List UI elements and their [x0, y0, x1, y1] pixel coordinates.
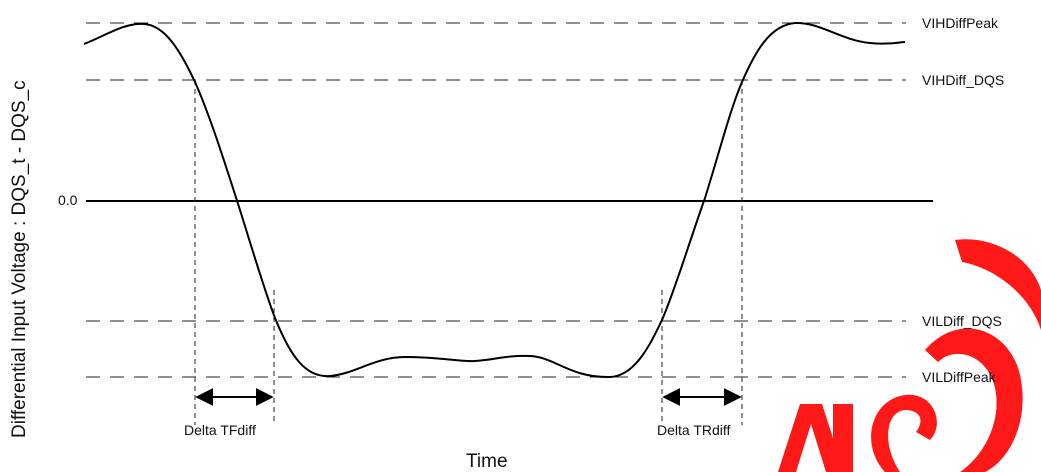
y-axis-label: Differential Input Voltage : DQS_t - DQS…	[9, 80, 30, 438]
differential-waveform	[83, 21, 906, 379]
x-axis-label: Time	[466, 451, 508, 472]
watermark-graphic	[778, 239, 1041, 472]
delta-tf-label: Delta TFdiff	[184, 422, 256, 438]
vih-peak-label: VIHDiffPeak	[922, 15, 999, 31]
vil-dqs-label: VILDiff_DQS	[922, 313, 1002, 329]
zero-label: 0.0	[58, 192, 78, 208]
delta-tr-label: Delta TRdiff	[657, 422, 731, 438]
vil-peak-label: VILDiffPeak	[922, 369, 997, 385]
vih-dqs-label: VIHDiff_DQS	[922, 72, 1004, 88]
